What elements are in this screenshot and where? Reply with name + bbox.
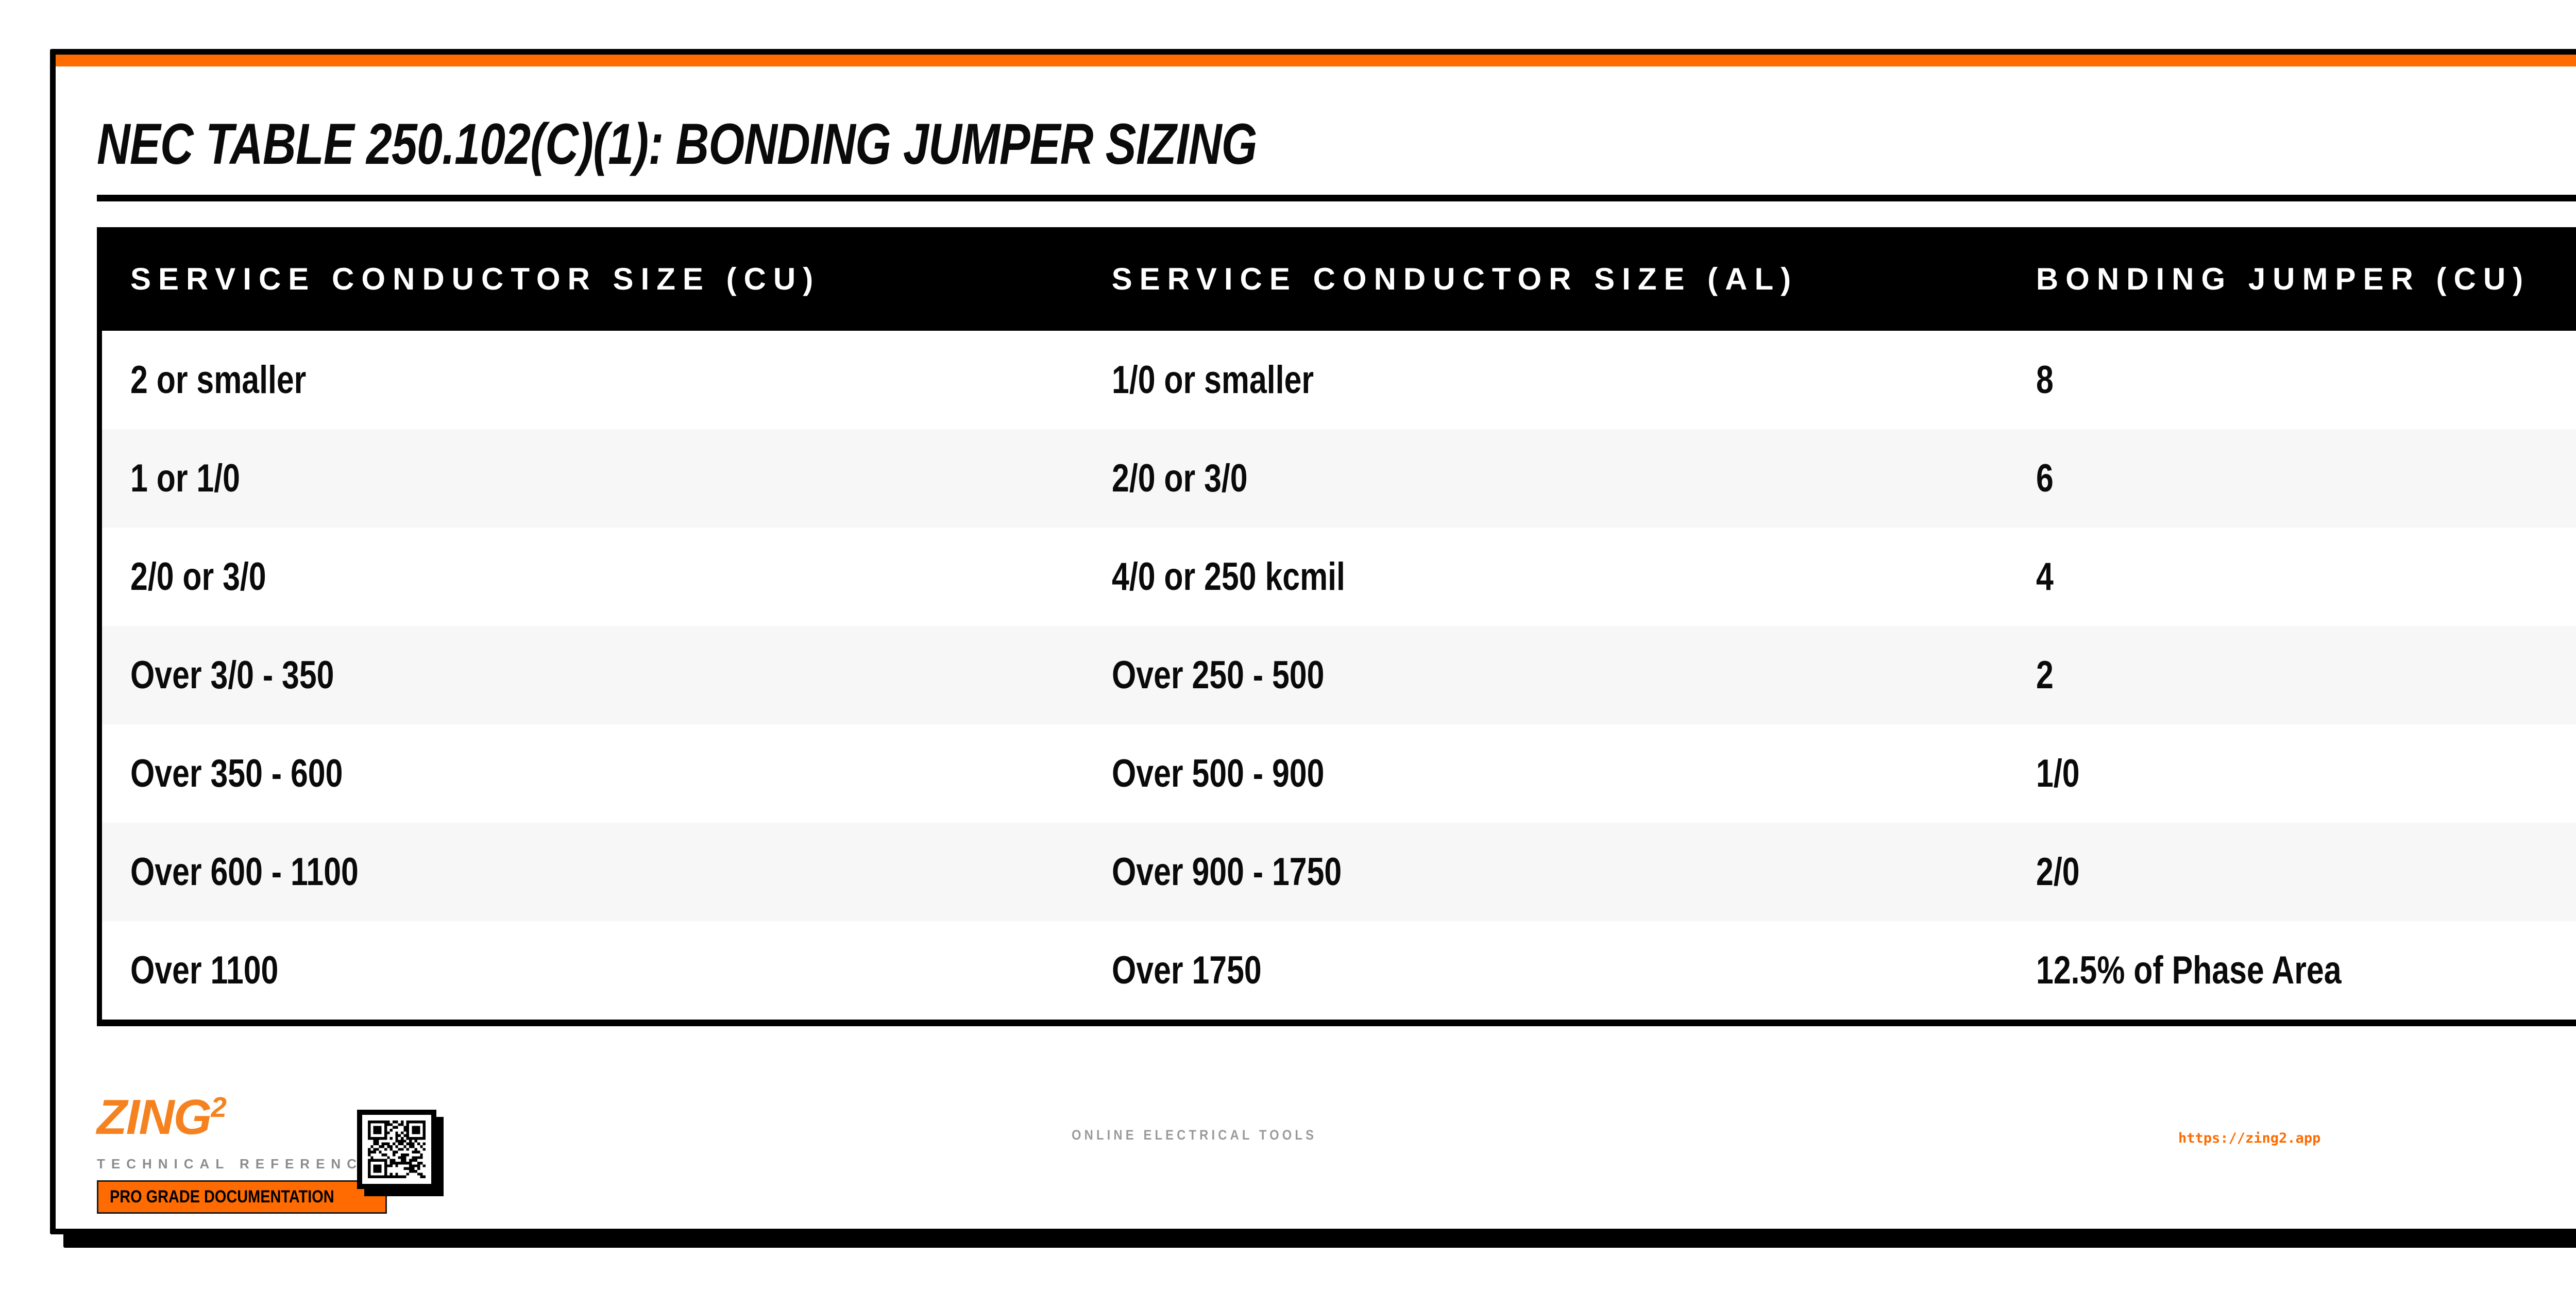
table-cell: 2/0 or 3/0 xyxy=(1111,456,1248,500)
table-cell: 2/0 or 3/0 xyxy=(130,555,266,599)
table-cell: Over 3/0 - 350 xyxy=(130,653,334,697)
table-row: 1 or 1/02/0 or 3/064 xyxy=(99,429,2576,528)
table-cell: 2/0 xyxy=(2036,850,2080,894)
footer-url-link[interactable]: https://zing2.app xyxy=(2178,1130,2321,1146)
table-row: 2/0 or 3/04/0 or 250 kcmil42 xyxy=(99,528,2576,626)
table-cell: Over 600 - 1100 xyxy=(130,850,359,894)
pro-grade-badge: PRO GRADE DOCUMENTATION xyxy=(97,1180,387,1214)
title-underline xyxy=(97,195,2576,201)
table-cell: 4 xyxy=(2036,555,2054,599)
brand-block: ZING2 TECHNICAL REFERENCE DATA PRO GRADE… xyxy=(97,1089,448,1214)
table-cell: Over 1100 xyxy=(130,948,279,992)
table-cell: Over 500 - 900 xyxy=(1111,752,1324,795)
table-body: 2 or smaller 1/0 or smaller 8 6 1 or 1/0 2/0 … xyxy=(99,331,2576,1023)
logo-superscript: 2 xyxy=(211,1091,227,1123)
reference-card: NEC 2020 COMPLIANT NEC TABLE 250.102(C)(… xyxy=(50,49,2576,1234)
table-header: SERVICE CONDUCTOR SIZE (CU) SERVICE CONDU… xyxy=(99,227,2576,331)
bonding-jumper-table: SERVICE CONDUCTOR SIZE (CU) SERVICE CONDU… xyxy=(97,227,2576,1026)
table-cell: 6 xyxy=(2036,456,2054,500)
main-content: NEC TABLE 250.102(C)(1): BONDING JUMPER … xyxy=(56,111,2576,1026)
column-header-3: BONDING JUMPER (CU) xyxy=(2007,227,2576,331)
table-cell: 8 xyxy=(2036,358,2054,402)
table-cell: 2 xyxy=(2036,653,2054,697)
footer-center-text: ONLINE ELECTRICAL TOOLS xyxy=(1072,1127,1317,1143)
accent-top-bar xyxy=(56,55,2576,66)
table-cell: 12.5% of Phase Area xyxy=(2036,948,2342,992)
table-cell: 2 or smaller xyxy=(130,358,307,402)
table-header-row: SERVICE CONDUCTOR SIZE (CU) SERVICE CONDU… xyxy=(99,227,2576,331)
table-cell: Over 350 - 600 xyxy=(130,752,343,795)
page-title: NEC TABLE 250.102(C)(1): BONDING JUMPER … xyxy=(97,112,1257,176)
table-cell: 1/0 or smaller xyxy=(1111,358,1314,402)
table-cell: 1/0 xyxy=(2036,752,2080,795)
column-header-2: SERVICE CONDUCTOR SIZE (AL) xyxy=(1083,227,2008,331)
zing2-logo: ZING2 xyxy=(97,1090,227,1145)
qr-code-image xyxy=(368,1121,426,1178)
table-cell: Over 1750 xyxy=(1111,948,1262,992)
qr-code xyxy=(357,1110,436,1189)
table-cell: 1 or 1/0 xyxy=(130,456,240,500)
table-cell: 4/0 or 250 kcmil xyxy=(1111,555,1345,599)
column-header-1: SERVICE CONDUCTOR SIZE (CU) xyxy=(99,227,1083,331)
table-cell: Over 250 - 500 xyxy=(1111,653,1324,697)
table-cell: Over 900 - 1750 xyxy=(1111,850,1342,894)
